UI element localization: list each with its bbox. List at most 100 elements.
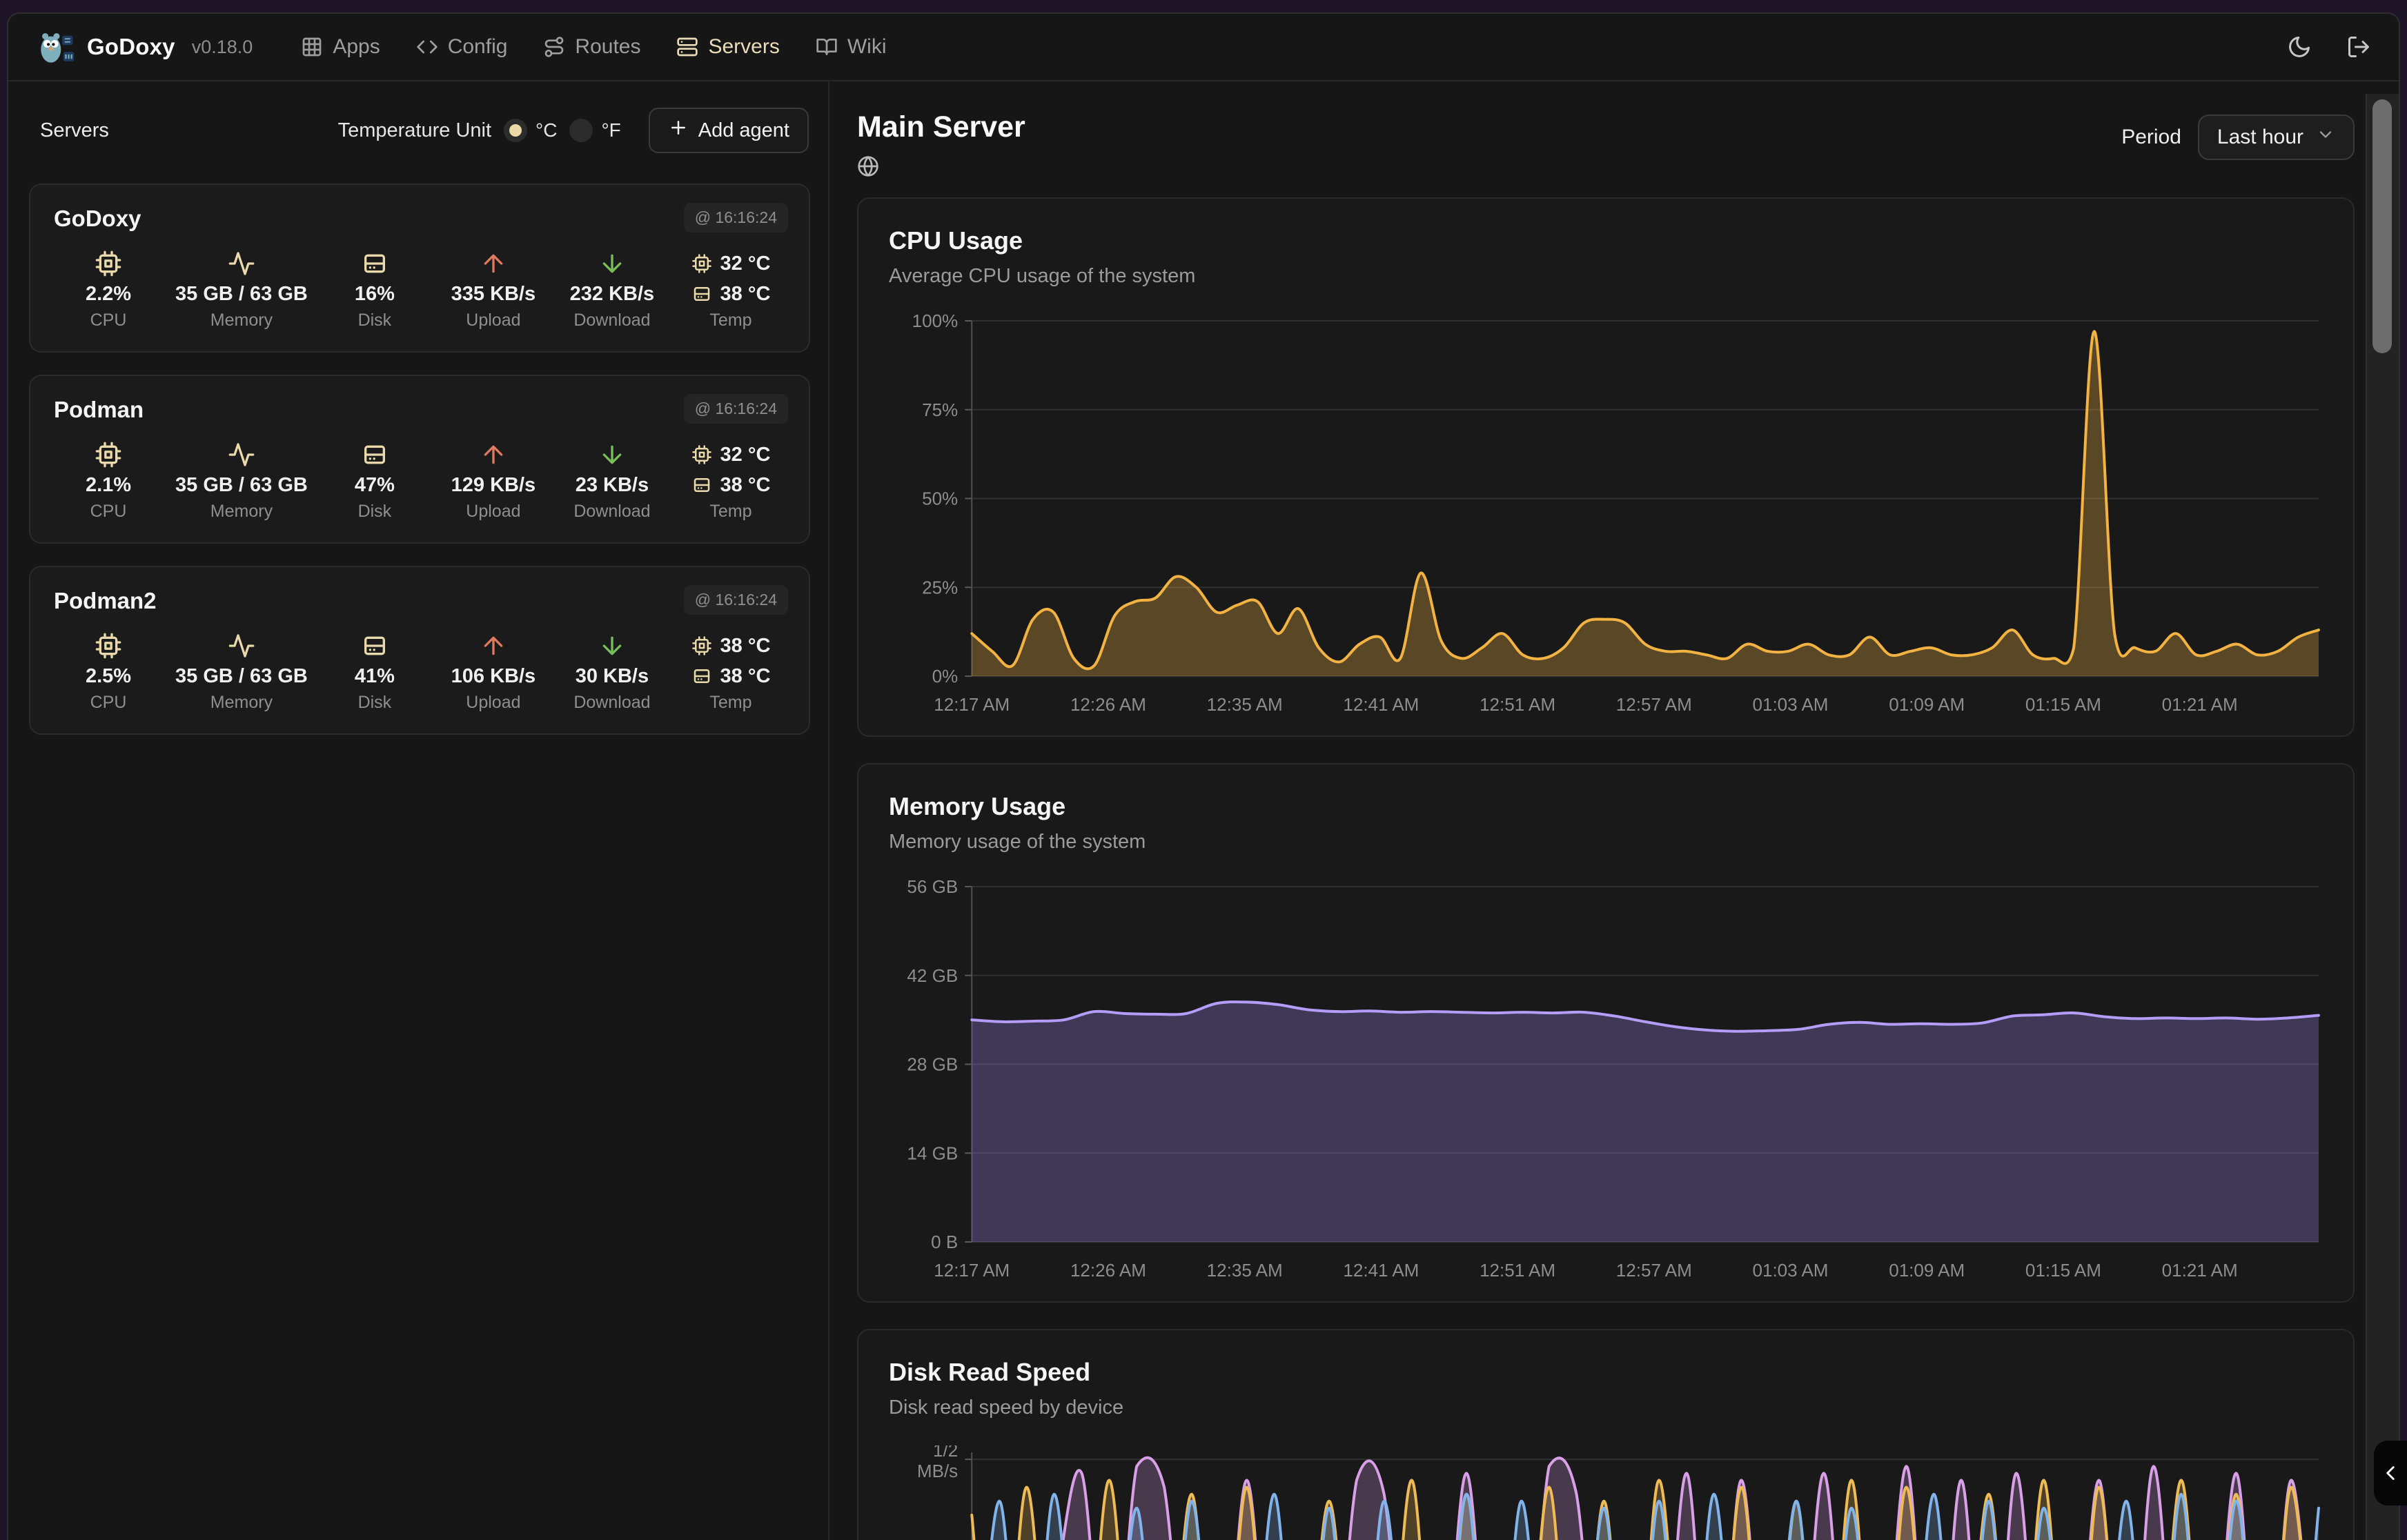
- period-label: Period: [2121, 126, 2181, 148]
- stat-value: 232 KB/s: [569, 282, 655, 305]
- svg-text:100%: 100%: [912, 314, 959, 331]
- cpu-icon: [95, 250, 121, 277]
- last-update-badge: @ 16:16:24: [683, 585, 788, 615]
- stat-col: 129 KB/s Upload: [442, 439, 545, 523]
- temp-disk-value: 38 °C: [720, 282, 771, 305]
- main-panel: Main Server Period Last hour CPU Usage Av…: [829, 81, 2367, 1540]
- nav-item-wiki[interactable]: Wiki: [816, 35, 887, 59]
- nav-item-label: Routes: [575, 35, 641, 58]
- temperature-unit-label: Temperature Unit: [337, 119, 492, 141]
- chart-title: Memory Usage: [889, 792, 1066, 821]
- main-header: Main Server Period Last hour: [857, 110, 2355, 181]
- nav-item-servers[interactable]: Servers: [676, 35, 780, 59]
- sidebar-title: Servers: [40, 119, 109, 141]
- stat-label: Upload: [466, 310, 521, 330]
- main-title-block: Main Server: [857, 110, 1025, 181]
- stat-label: Temp: [709, 692, 752, 712]
- server-card-list: GoDoxy @ 16:16:24 2.2% CPU 35 GB / 63 GB Memo…: [29, 184, 810, 735]
- svg-text:42 GB: 42 GB: [907, 965, 958, 986]
- add-agent-label: Add agent: [698, 119, 789, 141]
- stat-value: 129 KB/s: [451, 473, 536, 496]
- stat-col: 232 KB/s Download: [560, 248, 664, 332]
- last-update-badge: @ 16:16:24: [683, 394, 788, 424]
- add-agent-button[interactable]: Add agent: [648, 108, 809, 153]
- stat-col-temp: 32 °C 38 °C Temp: [679, 248, 783, 332]
- svg-text:28 GB: 28 GB: [907, 1054, 958, 1075]
- svg-text:12:26 AM: 12:26 AM: [1070, 694, 1146, 715]
- moon-icon[interactable]: [2287, 34, 2312, 59]
- vertical-scrollbar[interactable]: [2366, 94, 2399, 1540]
- svg-text:25%: 25%: [922, 577, 958, 598]
- arrow-down-icon: [602, 254, 622, 273]
- radio-celsius[interactable]: °C: [504, 119, 557, 142]
- cpu-icon: [691, 636, 711, 655]
- drive-icon: [694, 287, 709, 301]
- chart-plot-memory: 56 GB 42 GB 28 GB 14 GB 0 B 12:17 AM 12:26 AM 1…: [907, 880, 2320, 1281]
- stat-value: 16%: [354, 282, 395, 305]
- drive-icon: [694, 478, 709, 492]
- grid-icon: [302, 37, 322, 57]
- server-card-header: Podman @ 16:16:24: [51, 394, 788, 424]
- svg-text:1/2MB/s: 1/2 MB/s: [917, 1445, 958, 1481]
- server-card-godoxy[interactable]: GoDoxy @ 16:16:24 2.2% CPU 35 GB / 63 GB Memo…: [29, 184, 810, 353]
- radio-fahrenheit-control[interactable]: [569, 119, 593, 142]
- chart-card-memory: Memory Usage Memory usage of the system 56…: [857, 763, 2355, 1303]
- chart-plot-wrap: 56 GB 42 GB 28 GB 14 GB 0 B 12:17 AM 12:26 AM 1…: [889, 880, 2323, 1286]
- chart-card-cpu: CPU Usage Average CPU usage of the system…: [857, 197, 2355, 738]
- nav-item-apps[interactable]: Apps: [301, 35, 380, 59]
- server-stats: 2.1% CPU 35 GB / 63 GB Memory 47% Disk 129 KB/…: [51, 439, 788, 523]
- drive-icon: [364, 254, 385, 273]
- nav-item-label: Apps: [333, 35, 380, 58]
- server-card-podman2[interactable]: Podman2 @ 16:16:24 2.5% CPU 35 GB / 63 GB Mem…: [29, 566, 810, 735]
- nav-item-config[interactable]: Config: [416, 35, 508, 59]
- stat-label: CPU: [90, 692, 127, 712]
- logout-icon[interactable]: [2346, 34, 2371, 59]
- server-card-podman[interactable]: Podman @ 16:16:24 2.1% CPU 35 GB / 63 GB Memo…: [29, 375, 810, 544]
- svg-text:01:15 AM: 01:15 AM: [2025, 1260, 2101, 1281]
- stat-col: 35 GB / 63 GB Memory: [175, 248, 308, 332]
- temp-cpu-value: 32 °C: [720, 252, 771, 275]
- brand-version: v0.18.0: [191, 36, 253, 57]
- svg-text:12:51 AM: 12:51 AM: [1480, 1260, 1555, 1281]
- server-card-header: Podman2 @ 16:16:24: [51, 585, 788, 615]
- brand-name: GoDoxy: [87, 34, 175, 59]
- temp-disk-row: 38 °C: [691, 282, 771, 306]
- period-dropdown[interactable]: Last hour: [2197, 115, 2355, 160]
- nav-item-routes[interactable]: Routes: [543, 35, 640, 59]
- server-stats: 2.5% CPU 35 GB / 63 GB Memory 41% Disk 106 KB/…: [51, 630, 788, 714]
- svg-text:50%: 50%: [922, 488, 958, 509]
- stat-col: 2.1% CPU: [57, 439, 160, 523]
- radio-celsius-control[interactable]: [504, 119, 528, 142]
- stat-value: 23 KB/s: [575, 473, 649, 496]
- page-title: Main Server: [857, 110, 1025, 144]
- stat-value: 106 KB/s: [451, 664, 536, 687]
- temp-cpu-value: 32 °C: [720, 443, 771, 466]
- brand: GoDoxy v0.18.0: [36, 27, 253, 67]
- code-icon: [417, 40, 438, 54]
- stat-col: 2.5% CPU: [57, 630, 160, 714]
- stat-col: 47% Disk: [323, 439, 426, 523]
- stat-col: 16% Disk: [323, 248, 426, 332]
- stat-value: 335 KB/s: [451, 282, 536, 305]
- temp-disk-row: 38 °C: [691, 665, 770, 688]
- scrollbar-thumb[interactable]: [2372, 99, 2392, 353]
- stat-label: Upload: [466, 692, 521, 712]
- svg-text:01:21 AM: 01:21 AM: [2162, 1260, 2238, 1281]
- stat-col: 2.2% CPU: [57, 248, 160, 332]
- nav-item-label: Config: [447, 35, 508, 58]
- svg-text:12:35 AM: 12:35 AM: [1207, 694, 1283, 715]
- temperature-unit-group: Temperature Unit °C °F Add agent: [338, 108, 809, 153]
- radio-fahrenheit[interactable]: °F: [569, 119, 621, 142]
- temp-cpu-row: 38 °C: [691, 634, 771, 658]
- last-update-badge: @ 16:16:24: [683, 203, 788, 233]
- radio-celsius-label: °C: [536, 119, 558, 141]
- temp-disk-value: 38 °C: [720, 473, 771, 496]
- server-stats: 2.2% CPU 35 GB / 63 GB Memory 16% Disk 335 KB/…: [51, 248, 788, 332]
- collapse-panel-tab[interactable]: [2374, 1441, 2407, 1506]
- cpu-icon: [95, 442, 121, 468]
- stat-col: 30 KB/s Download: [560, 630, 664, 714]
- temp-cpu-value: 38 °C: [720, 634, 771, 657]
- svg-text:01:03 AM: 01:03 AM: [1753, 694, 1829, 715]
- nav-item-label: Servers: [708, 35, 780, 58]
